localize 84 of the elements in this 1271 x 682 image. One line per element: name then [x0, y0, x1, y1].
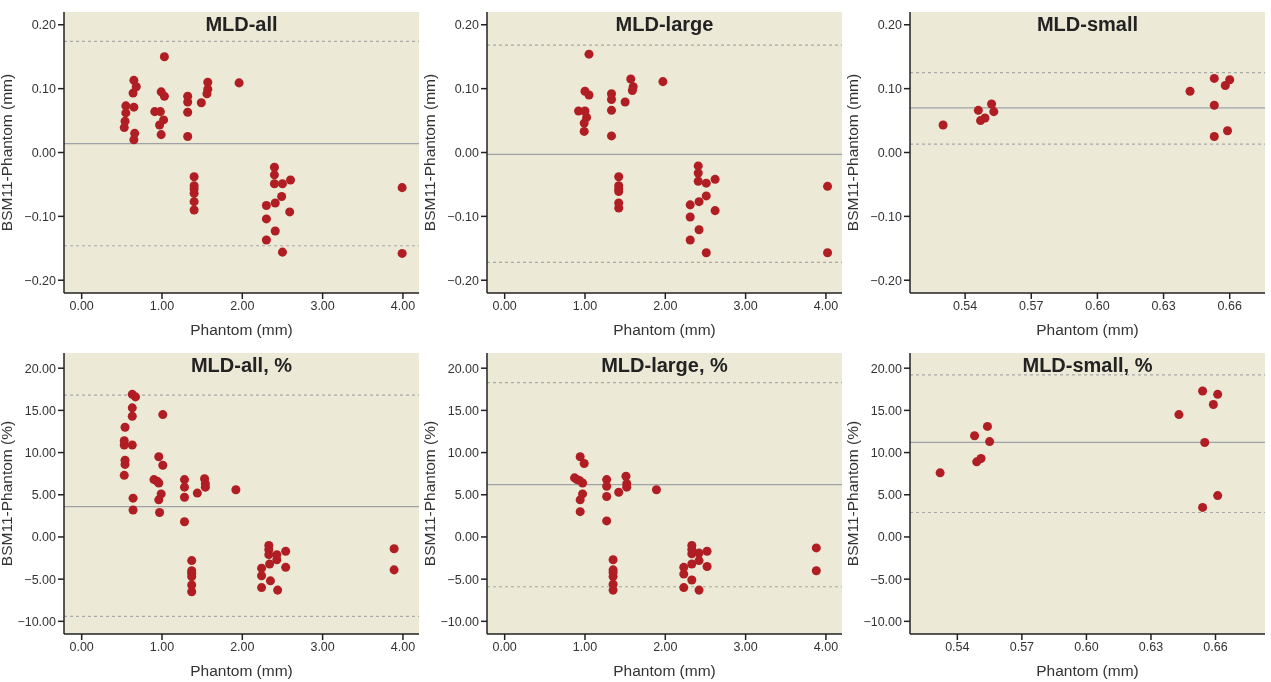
x-tick-label: 1.00: [572, 639, 598, 654]
x-tick-label: 0.60: [1085, 298, 1110, 313]
y-tick-label: −0.10: [870, 209, 903, 224]
y-tick-label: 5.00: [31, 488, 57, 503]
chart-title: MLD-all, %: [189, 354, 294, 377]
y-tick-label: −0.10: [24, 209, 57, 224]
y-tick-label: 20.00: [24, 361, 57, 376]
y-tick-label: 10.00: [870, 446, 903, 461]
chart-title: MLD-small, %: [1021, 354, 1154, 377]
x-tick-label: 0.00: [492, 639, 517, 654]
y-tick-label: −5.00: [24, 572, 57, 587]
y-tick-label: 10.00: [447, 446, 480, 461]
y-tick-label: 0.10: [454, 82, 480, 97]
chart-title: MLD-small: [1035, 13, 1140, 36]
y-tick-label: −10.00: [440, 614, 480, 629]
y-tick-label: −5.00: [447, 572, 480, 587]
x-tick-label: 0.60: [1074, 639, 1099, 654]
y-tick-label: 0.00: [877, 530, 903, 545]
x-tick-label: 0.00: [69, 298, 94, 313]
x-tick-label: 3.00: [310, 298, 335, 313]
x-tick-label: 4.00: [390, 298, 416, 313]
x-tick-label: 1.00: [149, 639, 175, 654]
x-tick-label: 4.00: [813, 298, 839, 313]
x-tick-label: 4.00: [390, 639, 416, 654]
x-tick-label: 0.57: [1009, 639, 1035, 654]
y-tick-label: 0.20: [31, 18, 57, 33]
y-tick-label: 0.00: [31, 530, 57, 545]
x-tick-label: 0.57: [1019, 298, 1044, 313]
x-tick-label: 0.66: [1203, 639, 1228, 654]
y-tick-label: 0.10: [31, 82, 57, 97]
x-tick-label: 2.00: [653, 298, 678, 313]
x-axis-title: Phantom (mm): [613, 321, 716, 338]
y-axis-title: BSM11-Phantom (mm): [843, 73, 861, 232]
y-tick-label: 10.00: [24, 446, 57, 461]
y-tick-label: 0.00: [454, 145, 480, 160]
y-tick-label: 0.20: [454, 18, 480, 33]
y-tick-label: 0.00: [454, 530, 480, 545]
y-tick-label: 0.00: [31, 145, 57, 160]
x-tick-label: 3.00: [733, 298, 758, 313]
y-axis-title: BSM11-Phantom (mm): [0, 73, 15, 232]
x-tick-label: 0.00: [69, 639, 94, 654]
x-tick-label: 3.00: [733, 639, 758, 654]
chart-title: MLD-all: [204, 13, 279, 36]
y-tick-label: −0.20: [24, 273, 57, 288]
y-tick-label: −10.00: [17, 614, 57, 629]
x-tick-label: 3.00: [310, 639, 335, 654]
y-axis-title: BSM11-Phantom (mm): [420, 73, 438, 232]
y-tick-label: 15.00: [870, 403, 903, 418]
y-tick-label: 15.00: [24, 403, 57, 418]
y-axis-title: BSM11-Phantom (%): [0, 420, 15, 567]
chart-title: MLD-large, %: [600, 354, 729, 377]
y-axis-title: BSM11-Phantom (%): [843, 420, 861, 567]
x-tick-label: 0.54: [945, 639, 970, 654]
chart-title: MLD-large: [614, 13, 715, 36]
y-tick-label: 0.00: [877, 145, 903, 160]
y-tick-label: −0.20: [870, 273, 903, 288]
y-tick-label: 5.00: [454, 488, 480, 503]
y-tick-label: −10.00: [863, 614, 903, 629]
x-tick-label: 2.00: [653, 639, 678, 654]
y-tick-label: 20.00: [870, 361, 903, 376]
y-tick-label: 5.00: [877, 488, 903, 503]
x-tick-label: 2.00: [230, 298, 255, 313]
y-tick-label: 0.10: [877, 82, 903, 97]
x-tick-label: 0.00: [492, 298, 517, 313]
x-tick-label: 4.00: [813, 639, 839, 654]
y-tick-label: −0.20: [447, 273, 480, 288]
y-tick-label: −5.00: [870, 572, 903, 587]
x-axis-title: Phantom (mm): [613, 662, 716, 679]
x-tick-label: 0.63: [1138, 639, 1164, 654]
x-axis-title: Phantom (mm): [1036, 662, 1139, 679]
x-tick-label: 1.00: [149, 298, 175, 313]
y-tick-label: 20.00: [447, 361, 480, 376]
y-axis-title: BSM11-Phantom (%): [420, 420, 438, 567]
x-axis-title: Phantom (mm): [1036, 321, 1139, 338]
x-tick-label: 1.00: [572, 298, 598, 313]
y-tick-label: 0.20: [877, 18, 903, 33]
x-tick-label: 2.00: [230, 639, 255, 654]
y-tick-label: −0.10: [447, 209, 480, 224]
x-tick-label: 0.63: [1151, 298, 1176, 313]
x-axis-title: Phantom (mm): [190, 662, 293, 679]
y-tick-label: 15.00: [447, 403, 480, 418]
x-tick-label: 0.66: [1217, 298, 1242, 313]
x-axis-title: Phantom (mm): [190, 321, 293, 338]
x-tick-label: 0.54: [952, 298, 978, 313]
